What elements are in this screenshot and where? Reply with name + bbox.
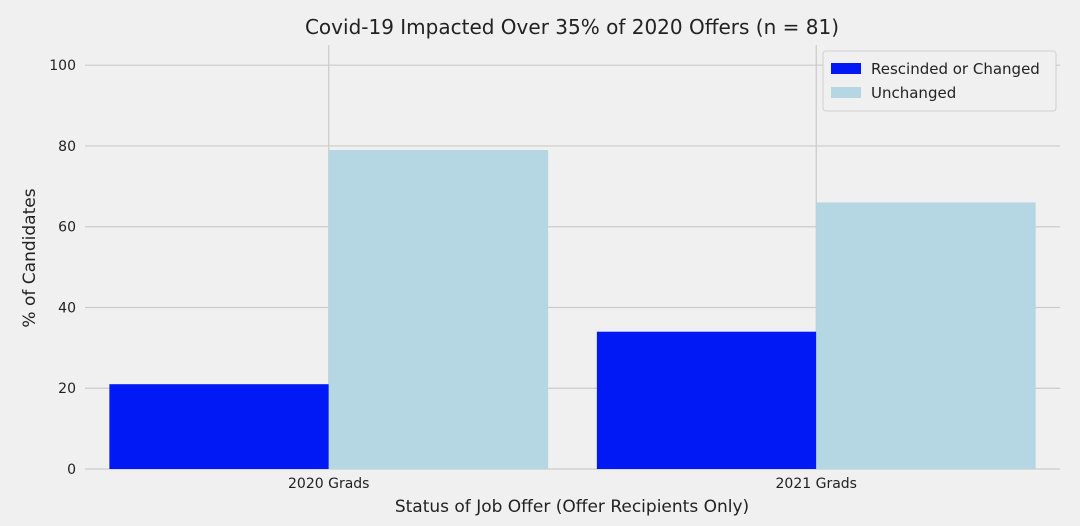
y-tick-label: 40 — [58, 300, 76, 316]
legend-swatch — [831, 87, 861, 98]
legend-swatch — [831, 63, 861, 74]
x-tick-labels: 2020 Grads 2021 Grads — [288, 476, 857, 492]
legend: Rescinded or Changed Unchanged — [822, 50, 1057, 112]
y-tick-labels: 0 20 40 60 80 100 — [49, 58, 76, 478]
chart-title: Covid-19 Impacted Over 35% of 2020 Offer… — [305, 15, 839, 39]
legend-label: Rescinded or Changed — [871, 60, 1040, 78]
bar — [816, 202, 1036, 469]
bar — [328, 149, 549, 469]
y-tick-label: 60 — [58, 220, 76, 236]
x-tick-label: 2021 Grads — [776, 476, 857, 492]
x-axis-label: Status of Job Offer (Offer Recipients On… — [395, 497, 749, 517]
legend-frame — [822, 50, 1057, 112]
y-axis-label: % of Candidates — [20, 188, 40, 327]
y-tick-label: 100 — [49, 58, 76, 74]
y-tick-label: 0 — [67, 462, 76, 478]
bar — [109, 384, 329, 469]
bar — [596, 331, 817, 469]
x-tick-label: 2020 Grads — [288, 476, 369, 492]
y-tick-label: 20 — [58, 381, 76, 397]
y-tick-label: 80 — [58, 139, 76, 155]
bars-group — [109, 149, 1036, 469]
legend-label: Unchanged — [871, 84, 956, 102]
